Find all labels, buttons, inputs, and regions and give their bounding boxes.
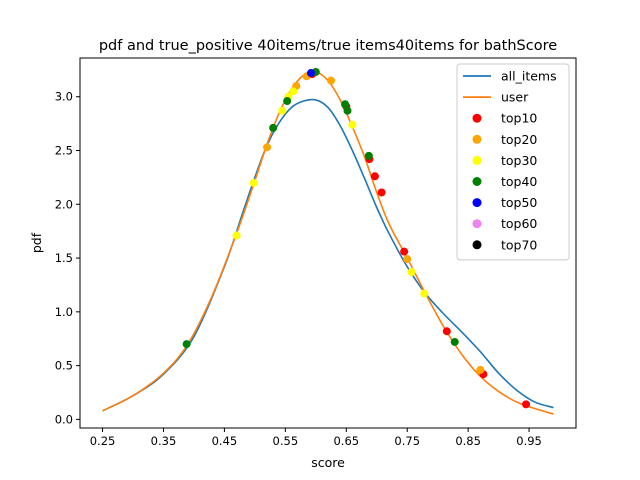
point-top40 [283,97,292,106]
point-top40 [364,151,373,160]
point-top40 [343,106,352,115]
point-top10 [370,172,379,181]
legend-swatch-top50 [472,198,482,208]
x-tick-label: 0.55 [273,434,299,448]
legend-label-top50: top50 [501,195,537,210]
point-top30 [348,120,357,129]
x-tick-label: 0.25 [90,434,116,448]
point-top20 [263,143,272,152]
legend-label-top40: top40 [501,174,537,189]
y-tick-label: 0.0 [55,412,73,426]
legend-label-user: user [501,90,529,105]
legend-swatch-top40 [472,177,482,186]
point-top50 [306,69,315,78]
legend-swatch-top10 [472,113,482,123]
x-tick-label: 0.95 [516,434,542,448]
plot-frame [79,57,577,429]
x-tick-label: 0.85 [455,434,481,448]
legend-swatch-top20 [472,134,482,144]
point-top20 [476,365,485,374]
point-top10 [522,400,531,409]
point-top20 [327,76,336,85]
y-tick-label: 0.5 [55,359,73,373]
x-tick-label: 0.65 [333,434,359,448]
legend-label-top30: top30 [501,153,537,168]
legend-swatch-top30 [472,155,482,165]
y-tick-label: 1.0 [55,305,73,319]
point-top10 [400,247,409,256]
point-top30 [278,106,287,115]
legend-label-top20: top20 [501,132,537,147]
point-top40 [341,100,350,109]
legend-label-top70: top70 [501,237,537,252]
x-tick-label: 0.35 [151,434,177,448]
point-top30 [420,289,429,298]
point-top40 [182,340,191,349]
point-top30 [289,87,298,96]
point-top10 [442,327,451,336]
point-top30 [407,268,416,277]
x-tick-label: 0.45 [212,434,238,448]
x-axis-label: score [311,455,345,470]
point-top40 [450,337,459,346]
point-top30 [232,231,241,240]
y-tick-label: 2.0 [55,197,73,211]
legend-label-all-items: all_items [501,69,557,84]
y-axis-label: pdf [29,232,44,253]
point-top20 [403,255,412,264]
chart-title: pdf and true_positive 40items/true items… [99,38,557,54]
y-tick-label: 2.5 [55,144,73,158]
y-tick-label: 1.5 [55,251,73,265]
y-tick-label: 3.0 [55,90,73,104]
legend-box [456,63,570,261]
legend-label-top10: top10 [501,111,537,126]
line-user [102,70,554,415]
legend-swatch-top70 [472,240,482,250]
point-top30 [249,178,258,187]
x-tick-label: 0.75 [394,434,420,448]
legend-label-top60: top60 [501,216,537,231]
point-top40 [269,123,278,132]
point-top10 [377,188,386,197]
legend-swatch-top60 [472,219,482,229]
